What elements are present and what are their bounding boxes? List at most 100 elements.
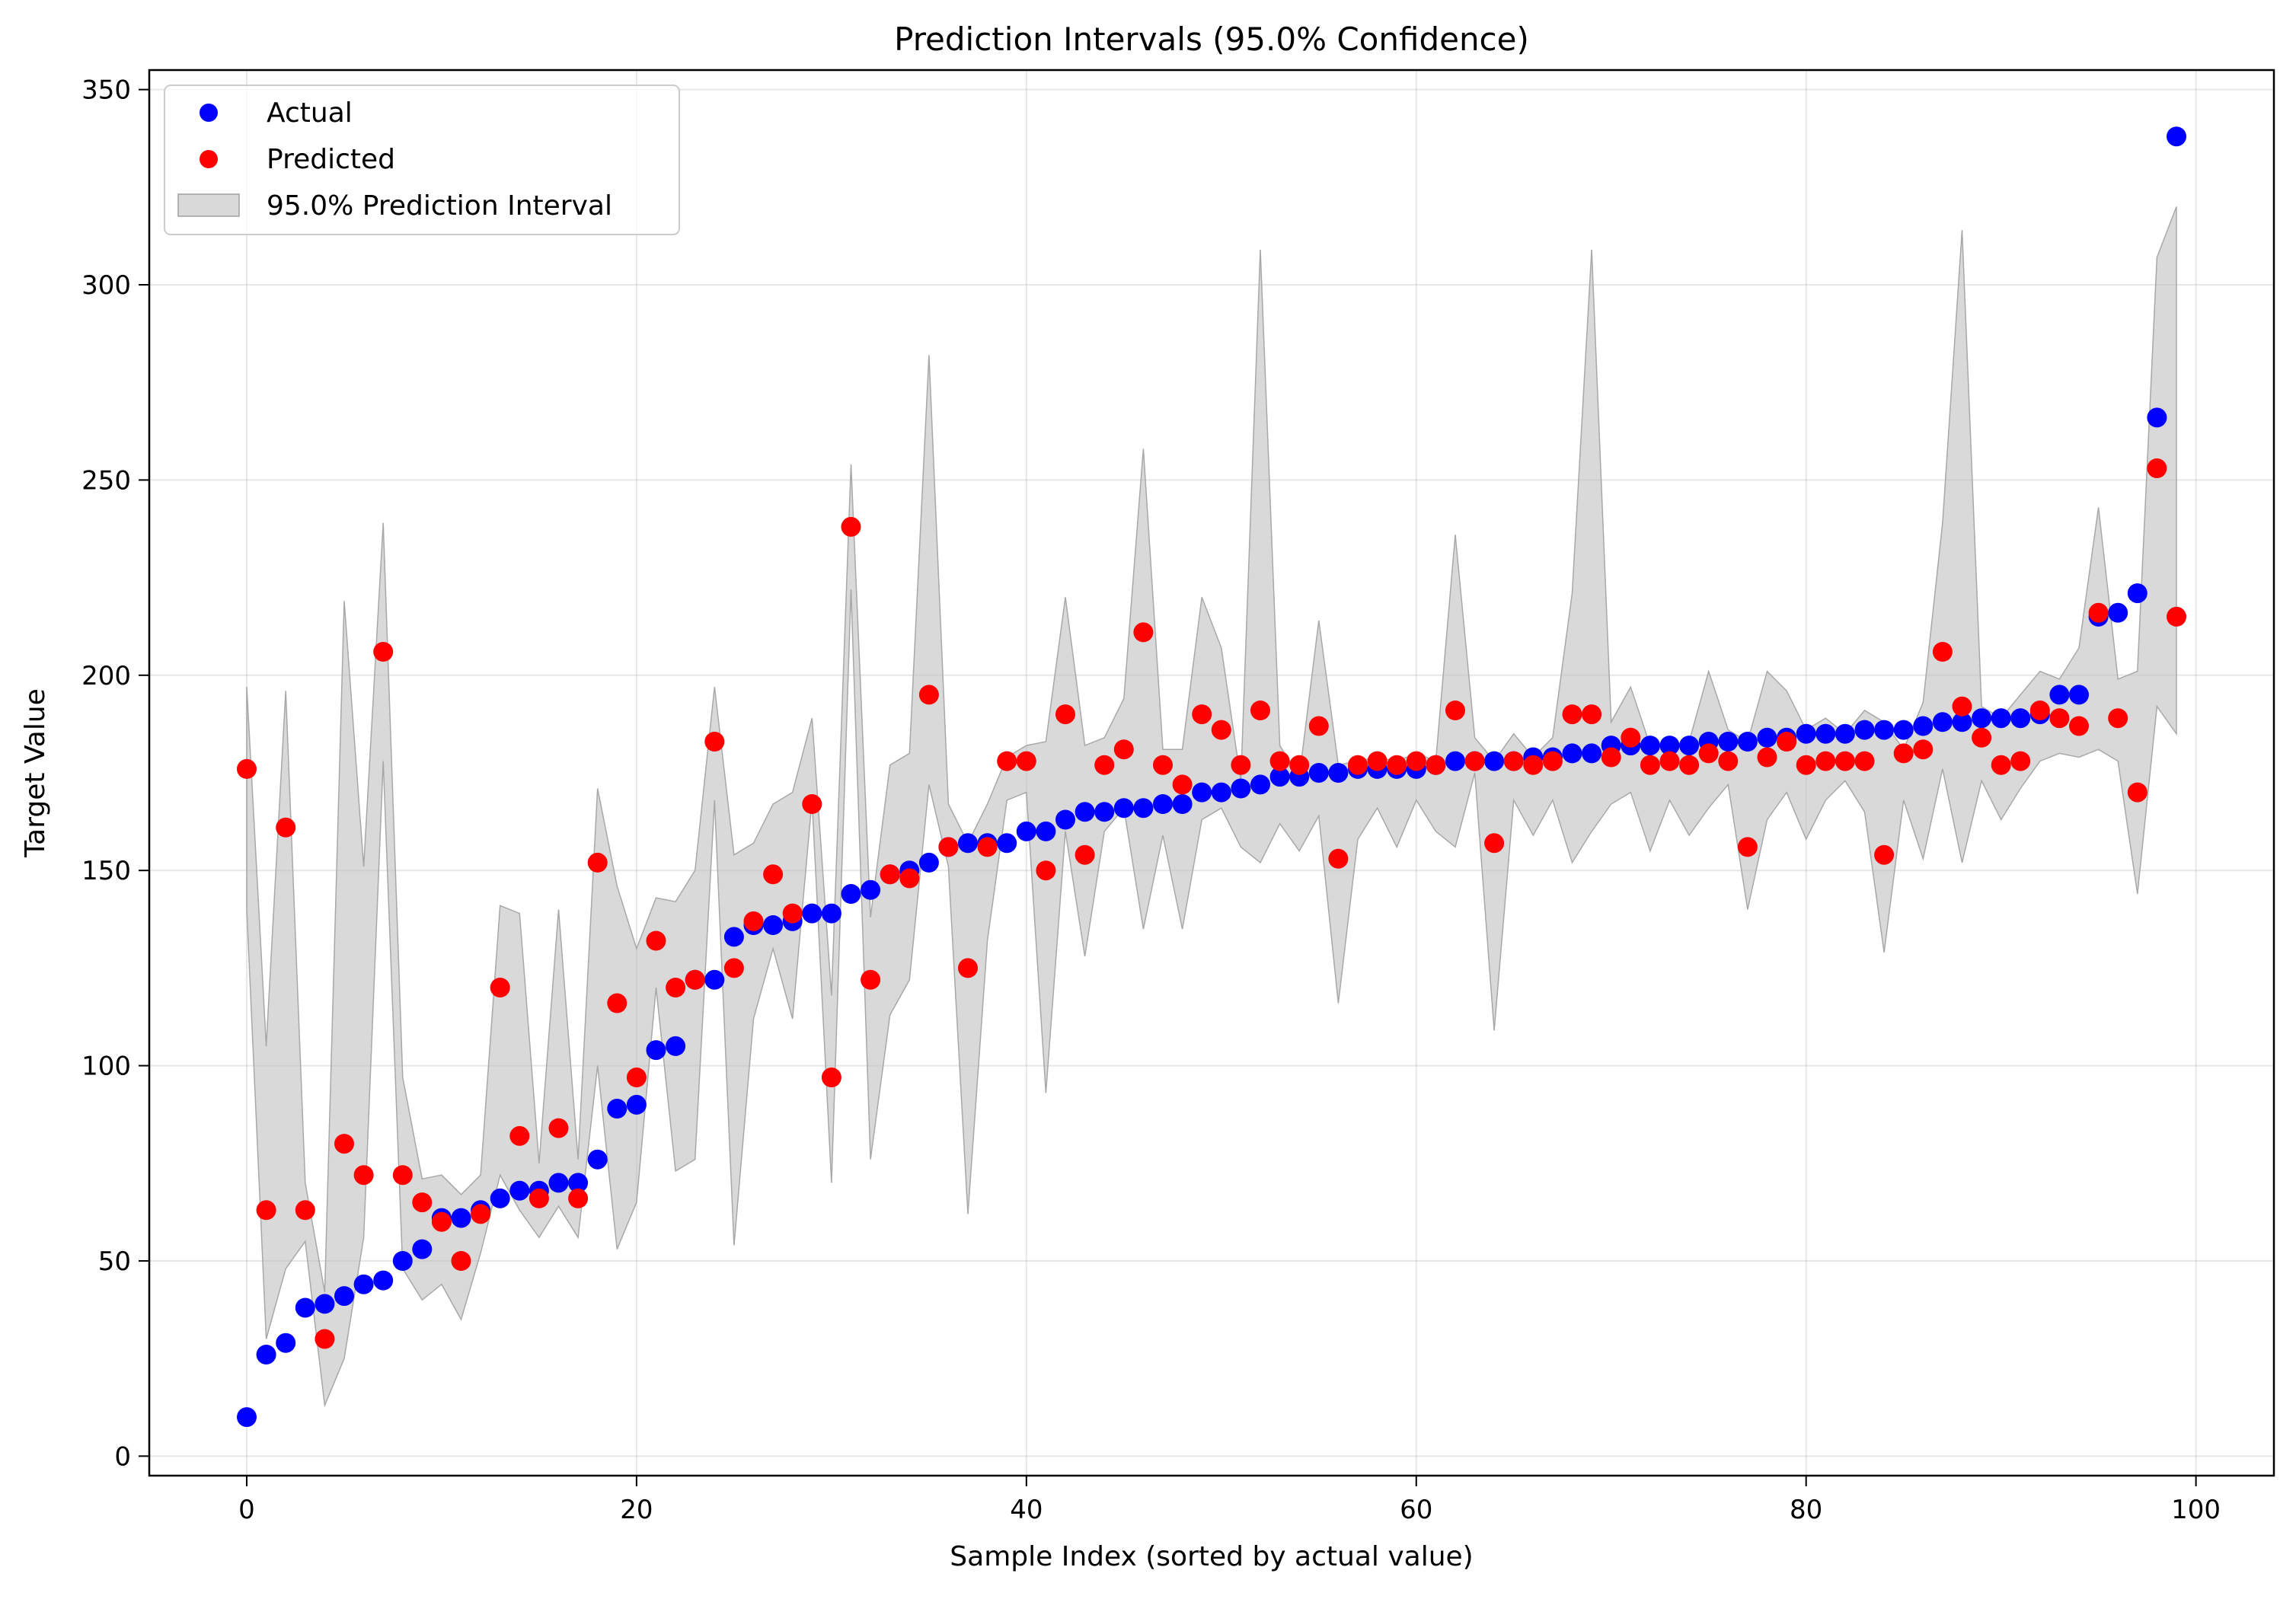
predicted-point [1172, 774, 1193, 795]
actual-point [607, 1099, 627, 1119]
actual-point [1815, 723, 1836, 744]
actual-point [1016, 821, 1036, 841]
tick-layer: 0 20 40 60 80 100 0 50 100 150 200 250 300 350 [81, 75, 2221, 1525]
predicted-point [431, 1211, 452, 1232]
predicted-point [1952, 696, 1972, 717]
predicted-point [646, 930, 666, 951]
predicted-point [2029, 701, 2050, 720]
legend-predicted-label: Predicted [267, 144, 395, 175]
actual-point [276, 1332, 296, 1353]
predicted-point [1991, 755, 2011, 775]
predicted-point [685, 969, 705, 990]
predicted-point [1426, 755, 1446, 775]
predicted-point [1835, 751, 1855, 771]
predicted-point [782, 903, 803, 924]
actual-point [723, 927, 744, 947]
predicted-point [1601, 747, 1621, 768]
predicted-point [1153, 755, 1173, 775]
predicted-point [1308, 716, 1329, 736]
predicted-point [1874, 844, 1895, 865]
actual-point [1328, 763, 1349, 783]
actual-point [353, 1274, 374, 1294]
actual-point [666, 1036, 686, 1056]
actual-point [334, 1286, 354, 1307]
actual-point [841, 884, 861, 904]
actual-point [2127, 583, 2148, 604]
y-tick-label: 50 [98, 1246, 131, 1277]
predicted-point [1757, 747, 1777, 768]
predicted-point [1269, 751, 1290, 771]
actual-point [1893, 720, 1914, 740]
predicted-point [1387, 755, 1407, 775]
predicted-point [1562, 704, 1582, 725]
actual-point [568, 1173, 589, 1193]
predicted-point [1036, 860, 1056, 881]
predicted-point [412, 1192, 433, 1213]
predicted-point [1718, 751, 1739, 771]
predicted-point [666, 978, 686, 997]
x-tick-label: 100 [2171, 1495, 2221, 1525]
actual-point [1991, 708, 2011, 729]
y-tick-label: 250 [81, 465, 131, 496]
predicted-point [997, 751, 1017, 771]
predicted-point [2167, 606, 2186, 627]
predicted-point [1698, 743, 1719, 764]
predicted-point [1094, 755, 1115, 775]
actual-point [1172, 794, 1193, 814]
predicted-point [1523, 755, 1544, 775]
actual-point [1153, 794, 1173, 814]
actual-point [1757, 727, 1777, 748]
predicted-point [548, 1118, 569, 1138]
legend-interval-label: 95.0% Prediction Interval [267, 190, 612, 222]
actual-point [256, 1345, 276, 1364]
predicted-point [1367, 751, 1387, 771]
predicted-point [1406, 751, 1426, 771]
actual-point [1484, 751, 1505, 771]
predicted-point [1192, 704, 1212, 725]
predicted-point [1289, 755, 1310, 775]
actual-point [1562, 743, 1582, 764]
predicted-series-layer [237, 458, 2186, 1349]
y-tick-label: 100 [81, 1052, 131, 1082]
predicted-point [276, 817, 296, 838]
predicted-point [353, 1165, 374, 1186]
actual-point [1796, 723, 1816, 744]
actual-point [1972, 708, 1992, 729]
predicted-point [471, 1204, 491, 1224]
predicted-point [2010, 751, 2031, 771]
predicted-point [1854, 751, 1875, 771]
y-tick-label: 0 [114, 1441, 131, 1472]
plot-frame [148, 69, 2275, 1477]
actual-point [1308, 763, 1329, 783]
predicted-point [977, 837, 998, 857]
y-tick-label: 200 [81, 661, 131, 691]
predicted-point [1777, 732, 1797, 752]
actual-point [1192, 782, 1212, 803]
actual-point [1932, 712, 1953, 732]
predicted-point [899, 868, 920, 889]
actual-point [1036, 821, 1056, 841]
actual-point [1269, 767, 1290, 787]
actual-point [412, 1239, 433, 1259]
predicted-point [587, 852, 608, 873]
x-tick-label: 40 [1010, 1495, 1043, 1525]
actual-point [315, 1294, 335, 1314]
predicted-point [958, 958, 978, 978]
predicted-point [607, 993, 627, 1013]
legend-predicted-marker [200, 150, 218, 168]
predicted-point [841, 516, 861, 537]
predicted-point [237, 758, 257, 779]
predicted-point [938, 837, 959, 857]
actual-point [1211, 782, 1231, 803]
legend-interval-swatch [177, 193, 240, 217]
predicted-point [1231, 755, 1251, 775]
actual-point [958, 833, 978, 854]
actual-point [997, 833, 1017, 854]
legend-actual-marker [200, 104, 218, 122]
actual-point [1231, 778, 1251, 799]
predicted-point [2127, 782, 2148, 803]
actual-point [2069, 685, 2089, 705]
actual-point [587, 1149, 608, 1170]
chart-title: Prediction Intervals (95.0% Confidence) [894, 21, 1529, 58]
actual-point [2010, 708, 2031, 729]
